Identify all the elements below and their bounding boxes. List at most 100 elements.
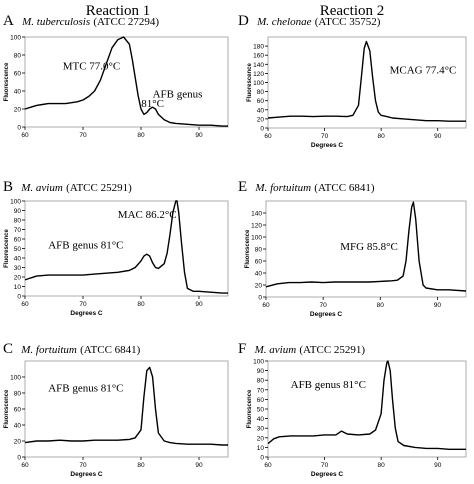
panel-letter: F	[238, 341, 246, 357]
y-tick-label: 100	[10, 199, 21, 206]
peak-annotation: 81°C	[141, 98, 164, 110]
species-name: M. fortuitum	[20, 344, 77, 356]
panel-letter: E	[238, 179, 247, 195]
y-tick-label: 30	[257, 426, 265, 433]
species-name: M. avium	[20, 182, 63, 194]
y-tick-label: 60	[14, 407, 22, 414]
y-tick-label: 90	[14, 208, 22, 215]
panel-letter: D	[238, 13, 249, 29]
y-axis-label: Fluorescence	[4, 389, 10, 428]
x-tick-label: 90	[195, 462, 203, 469]
x-tick-label: 60	[264, 133, 272, 140]
x-tick-label: 80	[377, 302, 385, 309]
strain-label: (ATCC 35752)	[315, 16, 381, 28]
y-tick-label: 60	[14, 71, 22, 78]
y-tick-label: 20	[255, 283, 263, 290]
y-tick-label: 100	[251, 235, 262, 242]
y-tick-label: 0	[17, 294, 21, 301]
x-tick-label: 80	[137, 132, 145, 139]
melt-curve	[24, 36, 228, 127]
y-tick-label: 50	[14, 246, 22, 253]
y-tick-label: 0	[258, 295, 262, 302]
y-tick-label: 60	[257, 98, 265, 105]
x-tick-label: 70	[321, 133, 329, 140]
peak-annotation: AFB genus 81°C	[291, 379, 366, 391]
y-tick-label: 20	[14, 439, 22, 446]
y-tick-label: 100	[253, 80, 264, 87]
panel-title: C M. fortuitum (ATCC 6841)	[3, 341, 141, 357]
species-name: M. chelonae	[256, 16, 311, 28]
x-axis-label: Degrees C	[70, 310, 102, 317]
strain-label: (ATCC 6841)	[314, 182, 375, 194]
x-tick-label: 90	[434, 302, 442, 309]
y-tick-label: 10	[257, 445, 265, 452]
y-tick-label: 40	[257, 416, 265, 423]
y-tick-label: 100	[253, 359, 264, 366]
y-tick-label: 60	[14, 237, 22, 244]
y-axis-label: Fluorescence	[4, 228, 10, 267]
x-axis-label: Degrees C	[310, 311, 342, 318]
y-axis-label: Fluorescence	[247, 389, 253, 428]
x-tick-label: 60	[21, 132, 29, 139]
y-tick-label: 40	[14, 89, 22, 96]
y-tick-label: 40	[255, 271, 263, 278]
y-tick-label: 120	[253, 71, 264, 78]
y-tick-label: 0	[260, 126, 264, 133]
y-tick-label: 0	[260, 455, 264, 462]
y-tick-label: 80	[255, 247, 263, 254]
panel-e: E M. fortuitum (ATCC 6841) 0 20 40 60 80 100 12…	[238, 179, 467, 318]
x-tick-label: 80	[378, 462, 386, 469]
y-tick-label: 70	[257, 387, 265, 394]
y-tick-label: 120	[251, 223, 262, 230]
panel-title: F M. avium (ATCC 25291)	[238, 341, 365, 357]
melt-curve	[265, 201, 467, 292]
y-axis-label: Fluorescence	[245, 229, 251, 268]
x-tick-label: 80	[137, 301, 145, 308]
y-tick-label: 180	[253, 44, 264, 51]
y-tick-label: 80	[257, 378, 265, 385]
panel-b: B M. avium (ATCC 25291) 0 10 20 30 40 50 60 70 80…	[3, 179, 229, 317]
strain-label: (ATCC 25291)	[66, 182, 132, 194]
y-tick-label: 80	[257, 89, 265, 96]
x-tick-label: 70	[321, 462, 329, 469]
x-tick-label: 80	[137, 462, 145, 469]
peak-annotation: MTC 77.0°C	[63, 60, 121, 72]
panel-letter: A	[3, 13, 14, 29]
y-tick-label: 10	[14, 284, 22, 291]
x-tick-label: 70	[79, 462, 87, 469]
strain-label: (ATCC 25291)	[299, 344, 365, 356]
x-tick-label: 60	[262, 302, 270, 309]
x-tick-label: 80	[378, 133, 386, 140]
y-tick-label: 60	[255, 259, 263, 266]
x-tick-label: 60	[264, 462, 272, 469]
panel-title: E M. fortuitum (ATCC 6841)	[238, 179, 375, 195]
x-tick-label: 90	[434, 133, 442, 140]
panel-title: A M. tuberculosis (ATCC 27294)	[3, 13, 159, 29]
y-axis-label: Fluorescence	[4, 62, 10, 101]
strain-label: (ATCC 6841)	[80, 344, 141, 356]
x-tick-label: 90	[434, 462, 442, 469]
x-tick-label: 70	[320, 302, 328, 309]
y-tick-label: 70	[14, 227, 22, 234]
panel-title: B M. avium (ATCC 25291)	[3, 179, 132, 195]
x-axis-label: Degrees C	[311, 142, 343, 149]
panel-letter: B	[3, 179, 13, 195]
peak-annotation: AFB genus 81°C	[48, 240, 123, 252]
peak-annotation: MFG 85.8°C	[340, 241, 398, 253]
plot-frame	[24, 360, 229, 458]
y-tick-label: 100	[10, 35, 21, 42]
y-tick-label: 90	[257, 368, 265, 375]
y-tick-label: 140	[253, 62, 264, 69]
x-tick-label: 60	[21, 462, 29, 469]
melt-curve	[24, 366, 228, 446]
y-tick-label: 20	[257, 435, 265, 442]
column-header-reaction-2: Reaction 2	[320, 3, 385, 19]
y-tick-label: 0	[17, 125, 21, 132]
y-tick-label: 80	[14, 53, 22, 60]
y-tick-label: 60	[257, 397, 265, 404]
y-tick-label: 80	[14, 391, 22, 398]
x-tick-label: 90	[195, 301, 203, 308]
plot-frame	[267, 360, 467, 458]
y-axis-label: Fluorescence	[247, 62, 253, 101]
